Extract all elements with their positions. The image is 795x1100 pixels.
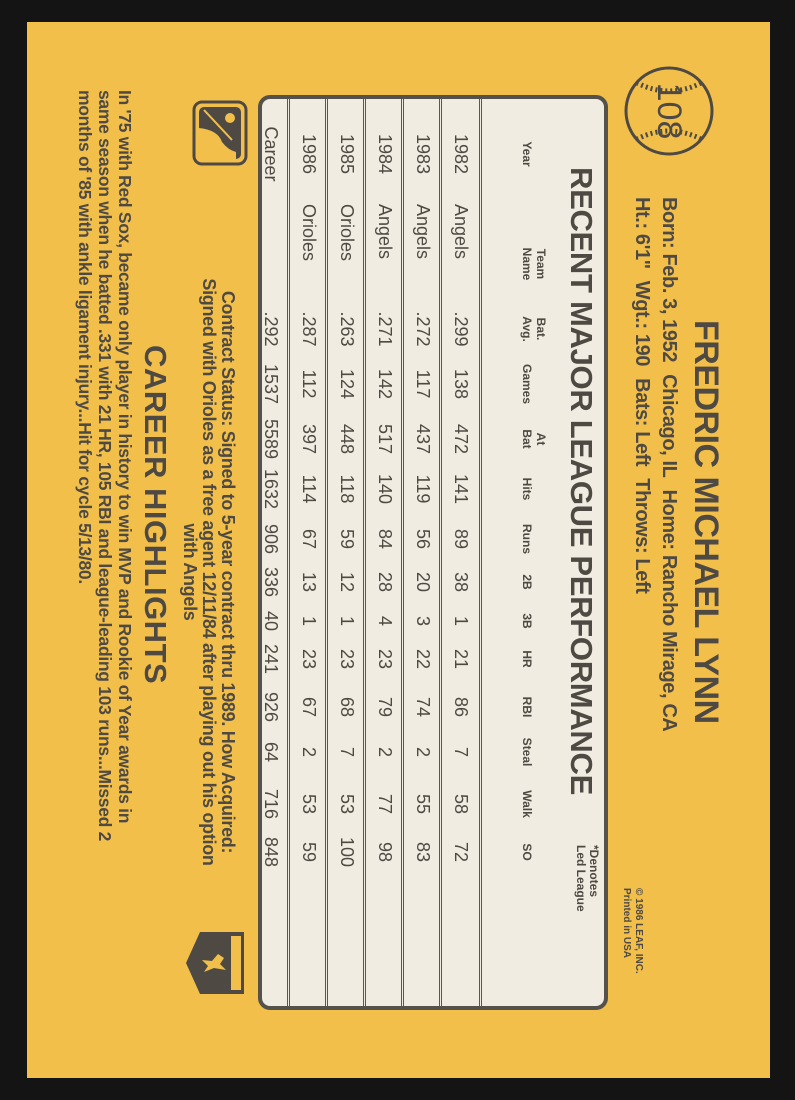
copyright-line: © 1986 LEAF, INC. xyxy=(633,888,644,974)
cell-team: Angels xyxy=(451,204,471,260)
players-association-logo xyxy=(184,928,248,998)
cell-team: Angels xyxy=(413,204,433,260)
home: Home: Rancho Mirage, CA xyxy=(658,489,680,732)
card-content: 108 FREDRIC MICHAEL LYNN Born: Feb. 3, 1… xyxy=(27,22,770,1078)
header-team: Team Name xyxy=(520,247,548,281)
note-line: Led League xyxy=(574,845,588,912)
contract-line: Signed with Orioles as a free agent 12/1… xyxy=(199,278,219,866)
height: Ht.: 6'1" xyxy=(631,197,653,269)
stats-table: RECENT MAJOR LEAGUE PERFORMANCE *Denotes… xyxy=(258,95,608,1010)
career-highlights-title: CAREER HIGHLIGHTS xyxy=(138,345,173,685)
cell-so: 59 xyxy=(299,841,319,863)
card-number: 108 xyxy=(650,82,688,140)
header-so: SO xyxy=(520,843,534,861)
card-back: 108 FREDRIC MICHAEL LYNN Born: Feb. 3, 1… xyxy=(27,22,770,1078)
cell-team: Orioles xyxy=(299,204,319,262)
cell-year: 1984 xyxy=(375,133,395,175)
bio-line-1: Born: Feb. 3, 1952 Chicago, IL Home: Ranch… xyxy=(657,197,681,743)
cell-so: 83 xyxy=(413,841,433,863)
cell-so: 100 xyxy=(337,836,357,868)
cell-so: 72 xyxy=(451,841,471,863)
bio-line-2: Ht.: 6'1" Wgt.: 190 Bats: Left Throws: Left xyxy=(630,197,654,606)
highlight-line: In '75 with Red Sox, became only player … xyxy=(115,90,135,824)
cell-so: 848 xyxy=(261,836,281,868)
player-name: FREDRIC MICHAEL LYNN xyxy=(687,320,725,724)
contract-status: Contract Status: Signed to 5-year contra… xyxy=(180,172,238,972)
bats: Bats: Left xyxy=(631,378,653,467)
throws: Throws: Left xyxy=(631,478,653,594)
cell-year: 1986 xyxy=(299,133,319,175)
born: Born: Feb. 3, 1952 xyxy=(658,197,680,363)
cell-year: Career xyxy=(261,126,281,182)
career-highlights-text: In '75 with Red Sox, became only player … xyxy=(75,90,135,841)
header-year: Year xyxy=(520,141,534,167)
contract-line: with Angels xyxy=(180,523,200,621)
copyright: © 1986 LEAF, INC. Printed in USA xyxy=(620,888,644,974)
contract-line: Contract Status: Signed to 5-year contra… xyxy=(218,290,238,854)
cell-team: Orioles xyxy=(337,204,357,262)
stats-title: RECENT MAJOR LEAGUE PERFORMANCE xyxy=(564,167,599,795)
led-league-note: *Denotes Led League xyxy=(574,845,601,912)
cell-team xyxy=(252,204,290,284)
printed-line: Printed in USA xyxy=(621,888,632,959)
cell-year: 1985 xyxy=(337,133,357,175)
highlight-line: same season when he batted .331 with 21 … xyxy=(95,90,115,842)
cell-team: Angels xyxy=(375,204,395,260)
weight: Wgt.: 190 xyxy=(631,280,653,367)
mlb-logo xyxy=(192,100,248,166)
cell-year: 1982 xyxy=(451,133,471,175)
mlb-silhouette-icon xyxy=(192,100,248,166)
baseball-icon xyxy=(624,66,714,156)
highlight-line: months of '85 with ankle ligament injury… xyxy=(75,90,95,584)
note-line: *Denotes xyxy=(587,845,601,898)
cell-so: 98 xyxy=(375,841,395,863)
cell-year: 1983 xyxy=(413,133,433,175)
mlbpa-shield-icon xyxy=(186,932,244,994)
birthplace: Chicago, IL xyxy=(658,374,680,478)
card-number-badge: 108 xyxy=(623,65,715,157)
